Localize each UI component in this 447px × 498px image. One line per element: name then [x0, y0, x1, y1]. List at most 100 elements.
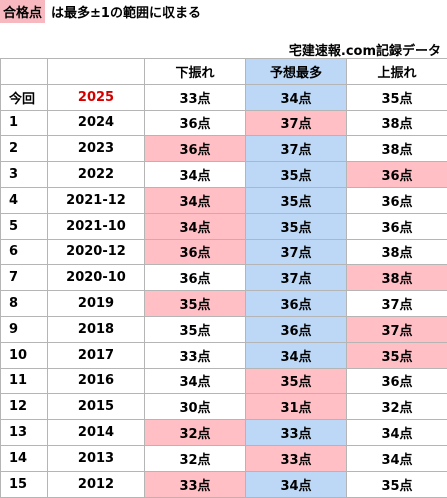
row-predicted: 37点 [246, 110, 347, 136]
table-row: 今回 2025 33点 34点 35点 [1, 84, 447, 110]
row-lower: 36点 [145, 110, 246, 136]
table-row: 9 2018 35点 36点 37点 [1, 316, 447, 342]
score-table: 下振れ 予想最多 上振れ 今回 2025 33点 34点 35点 1 2024 … [0, 58, 447, 498]
row-year: 2012 [48, 471, 145, 497]
header-upper: 上振れ [347, 59, 447, 85]
table-row: 14 2013 32点 33点 34点 [1, 445, 447, 471]
row-upper: 36点 [347, 213, 447, 239]
row-predicted: 34点 [246, 342, 347, 368]
row-predicted: 34点 [246, 84, 347, 110]
row-predicted: 31点 [246, 394, 347, 420]
table-row: 8 2019 35点 36点 37点 [1, 291, 447, 317]
table-row: 12 2015 30点 31点 32点 [1, 394, 447, 420]
row-year: 2020-10 [48, 265, 145, 291]
row-index: 今回 [1, 84, 48, 110]
header-row: 下振れ 予想最多 上振れ [1, 59, 447, 85]
row-index: 11 [1, 368, 48, 394]
header-lower: 下振れ [145, 59, 246, 85]
row-year: 2025 [48, 84, 145, 110]
row-predicted: 36点 [246, 291, 347, 317]
row-index: 14 [1, 445, 48, 471]
note-text: は最多±1の範囲に収まる [51, 2, 201, 21]
row-upper: 36点 [347, 368, 447, 394]
row-lower: 36点 [145, 136, 246, 162]
header-year [48, 59, 145, 85]
row-predicted: 35点 [246, 213, 347, 239]
row-predicted: 35点 [246, 162, 347, 188]
table-row: 3 2022 34点 35点 36点 [1, 162, 447, 188]
row-year: 2022 [48, 162, 145, 188]
row-upper: 35点 [347, 84, 447, 110]
row-index: 13 [1, 420, 48, 446]
header-index [1, 59, 48, 85]
row-lower: 32点 [145, 445, 246, 471]
row-upper: 36点 [347, 187, 447, 213]
row-predicted: 35点 [246, 187, 347, 213]
row-index: 12 [1, 394, 48, 420]
row-index: 10 [1, 342, 48, 368]
row-year: 2023 [48, 136, 145, 162]
row-lower: 34点 [145, 368, 246, 394]
row-index: 2 [1, 136, 48, 162]
row-predicted: 35点 [246, 368, 347, 394]
row-lower: 33点 [145, 84, 246, 110]
row-lower: 34点 [145, 162, 246, 188]
table-row: 6 2020-12 36点 37点 38点 [1, 239, 447, 265]
row-index: 15 [1, 471, 48, 497]
row-upper: 37点 [347, 291, 447, 317]
row-lower: 35点 [145, 316, 246, 342]
row-index: 3 [1, 162, 48, 188]
row-lower: 35点 [145, 291, 246, 317]
row-upper: 38点 [347, 110, 447, 136]
pass-score-badge: 合格点 [0, 0, 45, 23]
row-upper: 34点 [347, 420, 447, 446]
row-upper: 32点 [347, 394, 447, 420]
row-year: 2014 [48, 420, 145, 446]
row-index: 7 [1, 265, 48, 291]
row-index: 5 [1, 213, 48, 239]
row-upper: 38点 [347, 136, 447, 162]
row-lower: 32点 [145, 420, 246, 446]
row-predicted: 37点 [246, 265, 347, 291]
row-lower: 34点 [145, 187, 246, 213]
row-upper: 34点 [347, 445, 447, 471]
table-row: 5 2021-10 34点 35点 36点 [1, 213, 447, 239]
row-index: 8 [1, 291, 48, 317]
row-upper: 38点 [347, 239, 447, 265]
row-lower: 34点 [145, 213, 246, 239]
row-predicted: 37点 [246, 136, 347, 162]
row-predicted: 36点 [246, 316, 347, 342]
row-year: 2019 [48, 291, 145, 317]
row-year: 2016 [48, 368, 145, 394]
row-year: 2018 [48, 316, 145, 342]
table-row: 2 2023 36点 37点 38点 [1, 136, 447, 162]
table-row: 7 2020-10 36点 37点 38点 [1, 265, 447, 291]
table-row: 15 2012 33点 34点 35点 [1, 471, 447, 497]
table-row: 13 2014 32点 33点 34点 [1, 420, 447, 446]
table-row: 11 2016 34点 35点 36点 [1, 368, 447, 394]
row-lower: 36点 [145, 239, 246, 265]
row-lower: 33点 [145, 342, 246, 368]
table-row: 4 2021-12 34点 35点 36点 [1, 187, 447, 213]
row-lower: 36点 [145, 265, 246, 291]
row-lower: 33点 [145, 471, 246, 497]
row-year: 2021-10 [48, 213, 145, 239]
top-note: 合格点 は最多±1の範囲に収まる [0, 0, 201, 22]
row-year: 2021-12 [48, 187, 145, 213]
row-index: 1 [1, 110, 48, 136]
row-year: 2013 [48, 445, 145, 471]
source-label: 宅建速報.com記録データ [289, 40, 441, 59]
row-lower: 30点 [145, 394, 246, 420]
row-predicted: 37点 [246, 239, 347, 265]
table-row: 1 2024 36点 37点 38点 [1, 110, 447, 136]
row-upper: 35点 [347, 471, 447, 497]
row-year: 2020-12 [48, 239, 145, 265]
row-upper: 35点 [347, 342, 447, 368]
row-year: 2024 [48, 110, 145, 136]
row-predicted: 33点 [246, 420, 347, 446]
row-upper: 37点 [347, 316, 447, 342]
row-upper: 38点 [347, 265, 447, 291]
row-predicted: 33点 [246, 445, 347, 471]
row-year: 2015 [48, 394, 145, 420]
row-predicted: 34点 [246, 471, 347, 497]
